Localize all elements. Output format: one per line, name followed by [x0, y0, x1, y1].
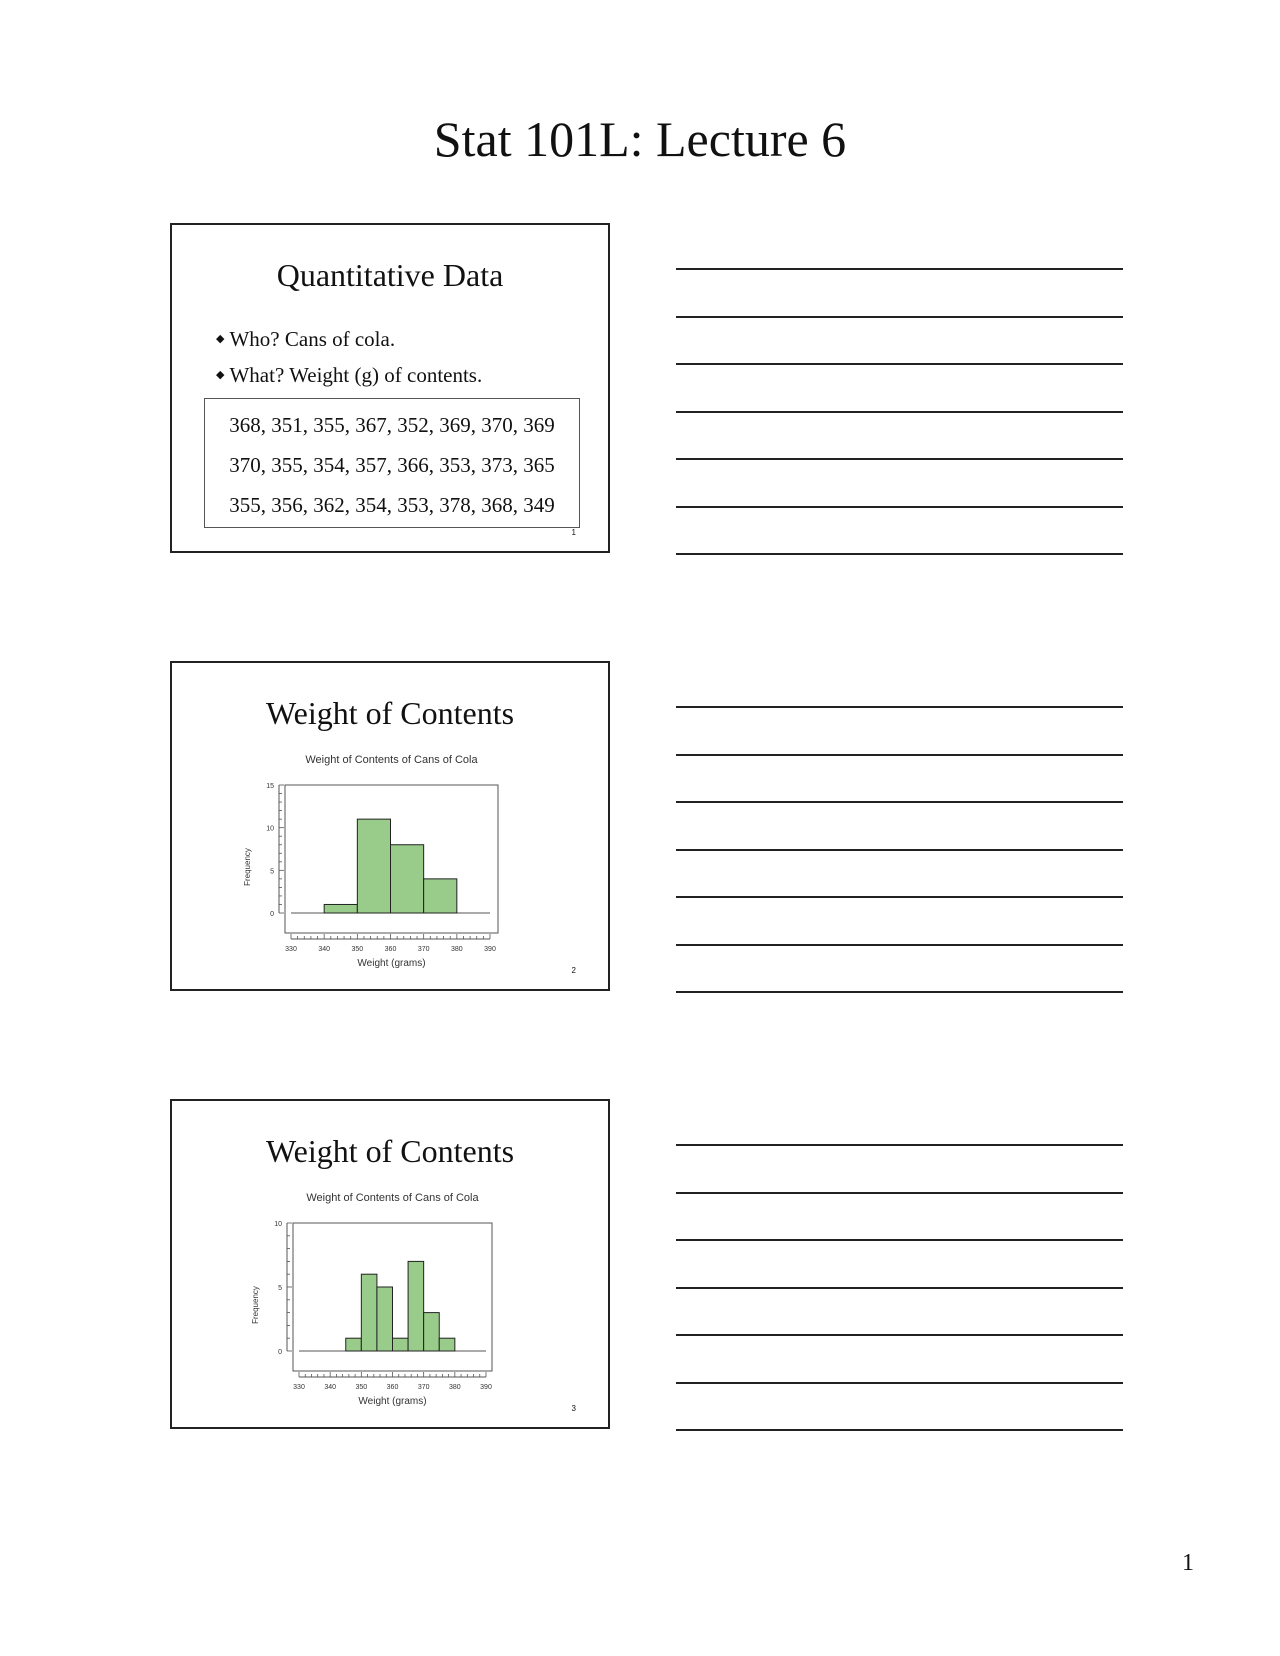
x-tick-label: 340 — [324, 1384, 336, 1391]
slide-heading: Weight of Contents — [265, 695, 515, 731]
note-line — [676, 505, 1123, 508]
y-axis-label: Frequency — [251, 1286, 260, 1324]
note-line — [676, 410, 1123, 413]
data-row: 370, 355, 354, 357, 366, 353, 373, 365 — [229, 453, 555, 477]
note-line — [676, 315, 1123, 318]
x-axis-label: Weight (grams) — [357, 958, 425, 969]
note-line — [676, 1144, 1123, 1146]
note-line — [676, 1334, 1123, 1336]
y-axis-label: Frequency — [243, 848, 252, 886]
slide-histogram-5g: Weight of Contents Weight of Contents of… — [170, 1099, 610, 1429]
histogram-bar — [376, 1286, 394, 1352]
histogram-bar — [438, 1337, 456, 1352]
x-tick-label: 350 — [351, 946, 363, 953]
note-line — [676, 458, 1123, 460]
histogram-bar — [392, 1337, 409, 1352]
plot-frame — [284, 784, 499, 934]
histogram-bar — [390, 844, 425, 914]
x-tick-label: 340 — [318, 946, 330, 953]
note-line — [676, 553, 1123, 555]
x-tick-label: 360 — [387, 1384, 399, 1391]
x-tick-label: 380 — [451, 946, 463, 953]
slide-number: 1 — [571, 528, 576, 537]
bullet-text: Who? Cans of cola. — [229, 327, 396, 351]
note-line — [676, 1381, 1123, 1384]
x-tick-label: 390 — [480, 1384, 492, 1391]
x-tick-label: 390 — [484, 946, 496, 953]
page-title: Stat 101L: Lecture 6 — [433, 111, 847, 167]
x-tick-label: 370 — [418, 1384, 430, 1391]
chart-title: Weight of Contents of Cans of Cola — [306, 1192, 479, 1204]
histogram-bar — [345, 1337, 362, 1352]
x-tick-label: 350 — [355, 1384, 367, 1391]
page-number: 1 — [1182, 1550, 1194, 1576]
note-line — [676, 1429, 1123, 1431]
bullet-list: ◆ Who? Cans of cola. ◆ What? Weight (g) of… — [216, 321, 482, 393]
data-row: 368, 351, 355, 367, 352, 369, 370, 369 — [229, 413, 555, 437]
x-tick-label: 330 — [285, 946, 297, 953]
chart-title: Weight of Contents of Cans of Cola — [305, 754, 478, 766]
note-line — [676, 268, 1123, 270]
histogram-bar — [360, 1273, 378, 1352]
x-tick-label: 330 — [293, 1384, 305, 1391]
y-tick-label: 10 — [266, 826, 274, 833]
note-line — [676, 943, 1123, 946]
note-line — [676, 706, 1123, 708]
x-tick-label: 380 — [449, 1384, 461, 1391]
y-tick-label: 15 — [266, 783, 274, 790]
y-tick-label: 0 — [278, 1349, 282, 1356]
diamond-bullet-icon: ◆ — [216, 369, 225, 381]
diamond-bullet-icon: ◆ — [216, 333, 225, 345]
slide-heading: Weight of Contents — [265, 1133, 515, 1169]
x-tick-label: 360 — [385, 946, 397, 953]
slide-quantitative-data: Quantitative Data ◆ Who? Cans of cola. ◆ W… — [170, 223, 610, 553]
histogram-bar — [356, 818, 391, 914]
slide-number: 3 — [571, 1404, 576, 1413]
note-line — [676, 1191, 1123, 1194]
histogram-bar — [323, 903, 358, 914]
note-line — [676, 991, 1123, 993]
note-line — [676, 363, 1123, 365]
x-axis-label: Weight (grams) — [358, 1396, 426, 1407]
note-line — [676, 848, 1123, 851]
bullet-item: ◆ What? Weight (g) of contents. — [216, 357, 482, 393]
slide-number: 2 — [571, 966, 576, 975]
bullet-item: ◆ Who? Cans of cola. — [216, 321, 482, 357]
note-line — [676, 1286, 1123, 1289]
y-tick-label: 0 — [270, 911, 274, 918]
slide-heading: Quantitative Data — [276, 257, 504, 293]
y-tick-label: 5 — [270, 868, 274, 875]
note-line — [676, 753, 1123, 756]
data-row: 355, 356, 362, 354, 353, 378, 368, 349 — [229, 493, 555, 517]
x-tick-label: 370 — [418, 946, 430, 953]
histogram-chart: Weight of Contents of Cans of Cola 0 5 10 33… — [251, 1192, 493, 1407]
y-tick-label: 5 — [278, 1285, 282, 1292]
note-line — [676, 896, 1123, 898]
data-values-box: 368, 351, 355, 367, 352, 369, 370, 369 3… — [204, 398, 580, 528]
histogram-bar — [423, 878, 458, 914]
histogram-bar — [407, 1260, 425, 1352]
slide-histogram-10g: Weight of Contents Weight of Contents of… — [170, 661, 610, 991]
bullet-text: What? Weight (g) of contents. — [229, 363, 483, 387]
y-tick-label: 10 — [274, 1221, 282, 1228]
note-line — [676, 801, 1123, 803]
histogram-bar — [423, 1312, 440, 1352]
note-line — [676, 1239, 1123, 1241]
plot-frame — [292, 1222, 493, 1372]
histogram-chart: Weight of Contents of Cans of Cola 0 5 10 15… — [243, 754, 499, 969]
